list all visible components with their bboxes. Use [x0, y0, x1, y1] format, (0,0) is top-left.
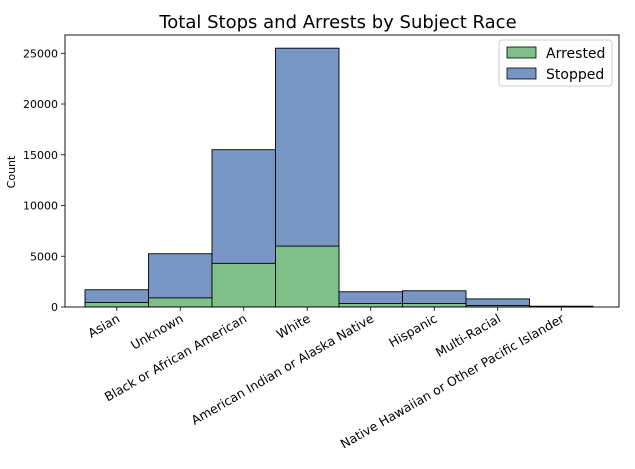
x-tick-label: Asian	[85, 311, 122, 341]
x-tick-label: Hispanic	[386, 311, 440, 351]
legend: Arrested Stopped	[498, 39, 613, 87]
bar-arrested	[148, 297, 213, 308]
legend-label-arrested: Arrested	[546, 46, 605, 62]
plot-frame	[64, 34, 620, 308]
y-tick-label: 10000	[23, 200, 58, 213]
chart-title: Total Stops and Arrests by Subject Race	[158, 12, 516, 33]
x-tick-label: Native Hawaiian or Other Pacific Islande…	[338, 310, 568, 451]
bar-arrested	[275, 245, 340, 308]
bar-arrested	[84, 301, 149, 308]
bar-arrested	[402, 302, 467, 308]
y-tick-label: 20000	[23, 98, 58, 111]
y-tick-label: 0	[51, 301, 58, 314]
y-axis-label: Count	[5, 155, 18, 188]
legend-swatch-arrested	[506, 46, 537, 59]
y-tick-label: 25000	[23, 47, 58, 60]
x-tick-label: Unknown	[128, 311, 186, 353]
x-tick-label: White	[274, 310, 313, 341]
bars-group	[84, 47, 594, 308]
y-tick-label: 15000	[23, 149, 58, 162]
legend-label-stopped: Stopped	[546, 67, 604, 83]
y-tick-label: 5000	[30, 250, 58, 263]
legend-swatch-stopped	[506, 67, 537, 80]
bar-arrested	[211, 262, 276, 308]
bar-arrested	[338, 302, 403, 308]
